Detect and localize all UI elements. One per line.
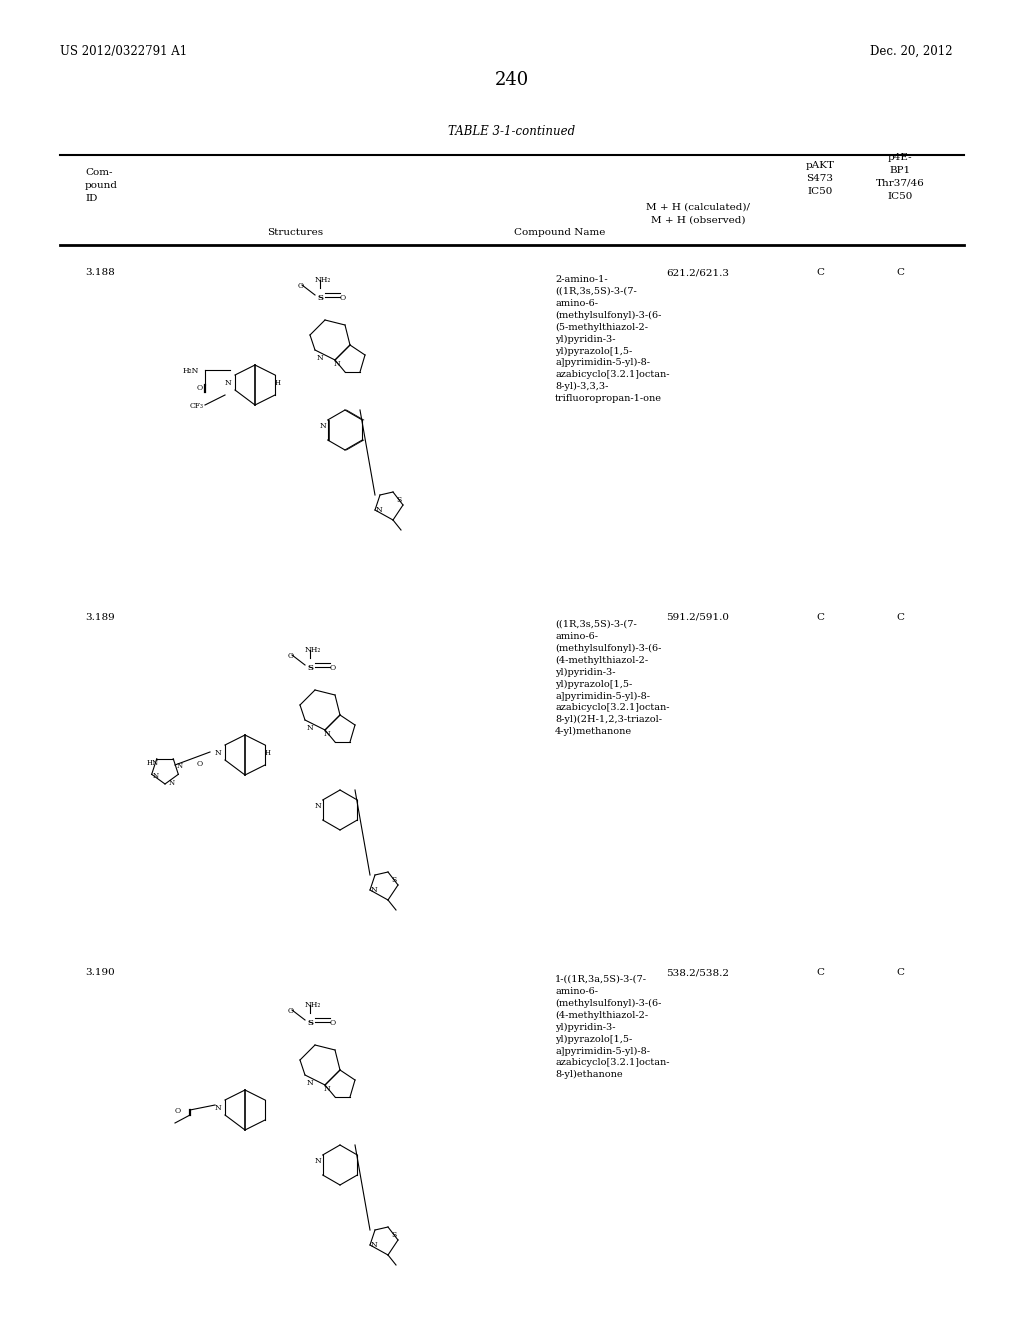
Text: Com-: Com- xyxy=(85,168,113,177)
Text: 3.190: 3.190 xyxy=(85,968,115,977)
Text: N: N xyxy=(371,886,378,894)
Text: N: N xyxy=(324,730,331,738)
Text: N: N xyxy=(314,803,322,810)
Text: S: S xyxy=(308,664,314,672)
Text: O: O xyxy=(288,652,294,660)
Text: NH₂: NH₂ xyxy=(305,645,322,653)
Text: N: N xyxy=(324,1085,331,1093)
Text: N: N xyxy=(306,723,313,733)
Text: O: O xyxy=(197,760,203,768)
Text: NH₂: NH₂ xyxy=(305,1001,322,1008)
Text: C: C xyxy=(816,268,824,277)
Text: S: S xyxy=(391,1232,396,1239)
Text: pound: pound xyxy=(85,181,118,190)
Text: O: O xyxy=(340,294,346,302)
Text: CF₃: CF₃ xyxy=(190,403,204,411)
Text: N: N xyxy=(306,1078,313,1086)
Text: O: O xyxy=(330,664,336,672)
Text: BP1: BP1 xyxy=(890,166,910,176)
Text: TABLE 3-1-continued: TABLE 3-1-continued xyxy=(449,125,575,139)
Text: S: S xyxy=(308,1019,314,1027)
Text: C: C xyxy=(896,268,904,277)
Text: N: N xyxy=(316,354,324,362)
Text: US 2012/0322791 A1: US 2012/0322791 A1 xyxy=(60,45,187,58)
Text: M + H (observed): M + H (observed) xyxy=(650,216,745,224)
Text: M + H (calculated)/: M + H (calculated)/ xyxy=(646,203,750,213)
Text: C: C xyxy=(896,968,904,977)
Text: N: N xyxy=(153,772,159,780)
Text: N: N xyxy=(169,779,175,787)
Text: O: O xyxy=(298,282,304,290)
Text: S: S xyxy=(318,294,324,302)
Text: p4E-: p4E- xyxy=(888,153,912,162)
Text: N: N xyxy=(371,1241,378,1249)
Text: N: N xyxy=(319,422,327,430)
Text: C: C xyxy=(816,968,824,977)
Text: C: C xyxy=(816,612,824,622)
Text: ID: ID xyxy=(85,194,97,203)
Text: 3.188: 3.188 xyxy=(85,268,115,277)
Text: S: S xyxy=(391,876,396,884)
Text: N: N xyxy=(215,748,222,756)
Text: Thr37/46: Thr37/46 xyxy=(876,180,925,187)
Text: H: H xyxy=(265,748,271,756)
Text: H: H xyxy=(275,379,281,387)
Text: O: O xyxy=(288,1007,294,1015)
Text: 538.2/538.2: 538.2/538.2 xyxy=(667,968,729,977)
Text: 591.2/591.0: 591.2/591.0 xyxy=(667,612,729,622)
Text: H₂N: H₂N xyxy=(183,367,200,375)
Text: pAKT: pAKT xyxy=(806,161,835,170)
Text: S: S xyxy=(396,496,401,504)
Text: 3.189: 3.189 xyxy=(85,612,115,622)
Text: N: N xyxy=(376,506,382,513)
Text: IC50: IC50 xyxy=(888,191,912,201)
Text: ((1R,3s,5S)-3-(7-
amino-6-
(methylsulfonyl)-3-(6-
(4-methylthiazol-2-
yl)pyridin: ((1R,3s,5S)-3-(7- amino-6- (methylsulfon… xyxy=(555,620,670,737)
Text: IC50: IC50 xyxy=(807,187,833,195)
Text: N: N xyxy=(225,379,231,387)
Text: O: O xyxy=(197,384,203,392)
Text: C: C xyxy=(896,612,904,622)
Text: N: N xyxy=(314,1158,322,1166)
Text: S473: S473 xyxy=(807,174,834,183)
Text: Compound Name: Compound Name xyxy=(514,228,605,238)
Text: 1-((1R,3a,5S)-3-(7-
amino-6-
(methylsulfonyl)-3-(6-
(4-methylthiazol-2-
yl)pyrid: 1-((1R,3a,5S)-3-(7- amino-6- (methylsulf… xyxy=(555,975,670,1080)
Text: O: O xyxy=(330,1019,336,1027)
Text: 240: 240 xyxy=(495,71,529,88)
Text: NH₂: NH₂ xyxy=(315,276,332,284)
Text: HN: HN xyxy=(147,759,159,767)
Text: Dec. 20, 2012: Dec. 20, 2012 xyxy=(870,45,952,58)
Text: N: N xyxy=(334,360,340,368)
Text: 621.2/621.3: 621.2/621.3 xyxy=(667,268,729,277)
Text: N: N xyxy=(215,1104,222,1111)
Text: O: O xyxy=(175,1107,181,1115)
Text: N: N xyxy=(177,762,183,770)
Text: 2-amino-1-
((1R,3s,5S)-3-(7-
amino-6-
(methylsulfonyl)-3-(6-
(5-methylthiazol-2-: 2-amino-1- ((1R,3s,5S)-3-(7- amino-6- (m… xyxy=(555,275,670,403)
Text: Structures: Structures xyxy=(267,228,323,238)
